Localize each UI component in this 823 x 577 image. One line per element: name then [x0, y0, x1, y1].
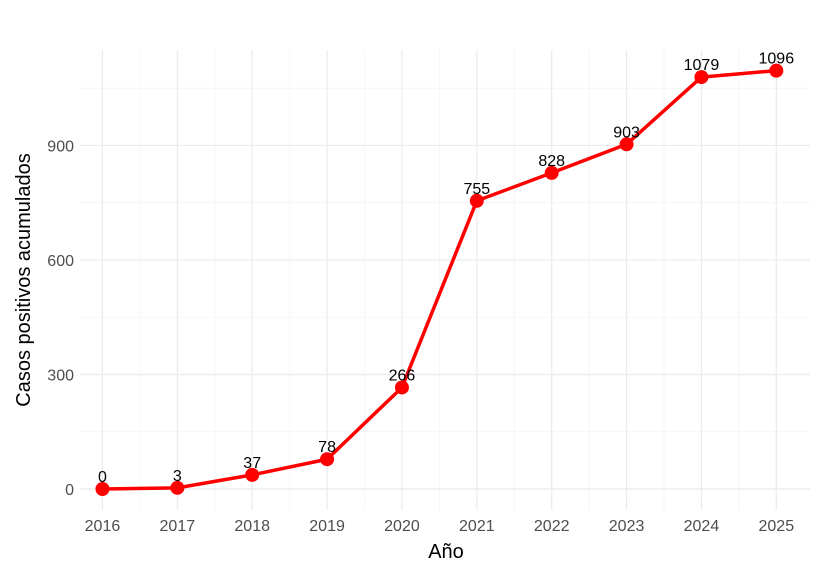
- x-tick-label: 2020: [384, 518, 420, 535]
- y-tick-label: 600: [47, 253, 74, 270]
- data-point: [619, 137, 634, 152]
- data-label: 78: [318, 439, 336, 456]
- data-point: [95, 482, 110, 497]
- data-label: 37: [243, 455, 261, 472]
- data-labels: 0 3 37 78 266 755 828 903 1079 1096: [98, 51, 794, 486]
- data-point: [694, 70, 709, 85]
- data-label: 0: [98, 469, 107, 486]
- y-tick-label: 300: [47, 367, 74, 384]
- data-points: [95, 63, 784, 497]
- x-tick-label: 2018: [234, 518, 270, 535]
- data-point: [320, 452, 335, 467]
- y-tick-label: 0: [65, 482, 74, 499]
- data-point: [769, 63, 784, 78]
- x-tick-label: 2022: [534, 518, 570, 535]
- x-tick-label: 2019: [309, 518, 345, 535]
- data-label: 1096: [759, 51, 795, 68]
- data-point: [245, 467, 260, 482]
- data-point: [170, 480, 185, 495]
- y-axis-title: Casos positivos acumulados: [13, 153, 35, 406]
- data-point: [469, 193, 484, 208]
- x-tick-label: 2024: [684, 518, 720, 535]
- data-label: 1079: [684, 57, 720, 74]
- data-label: 828: [538, 153, 565, 170]
- x-tick-label: 2016: [85, 518, 121, 535]
- grid: [80, 50, 810, 510]
- x-axis-title: Año: [428, 541, 464, 563]
- data-label: 755: [463, 181, 490, 198]
- data-label: 903: [613, 124, 640, 141]
- data-point: [394, 380, 409, 395]
- data-label: 266: [389, 367, 416, 384]
- x-axis: 2016 2017 2018 2019 2020 2021 2022 2023 2024 2025: [85, 518, 795, 535]
- x-tick-label: 2021: [459, 518, 495, 535]
- x-tick-label: 2017: [160, 518, 196, 535]
- x-tick-label: 2025: [759, 518, 795, 535]
- data-label: 3: [173, 468, 182, 485]
- series-line: [102, 68, 777, 491]
- y-axis: 0 300 600 900: [47, 138, 74, 499]
- y-tick-label: 900: [47, 138, 74, 155]
- data-point: [544, 165, 559, 180]
- x-tick-label: 2023: [609, 518, 645, 535]
